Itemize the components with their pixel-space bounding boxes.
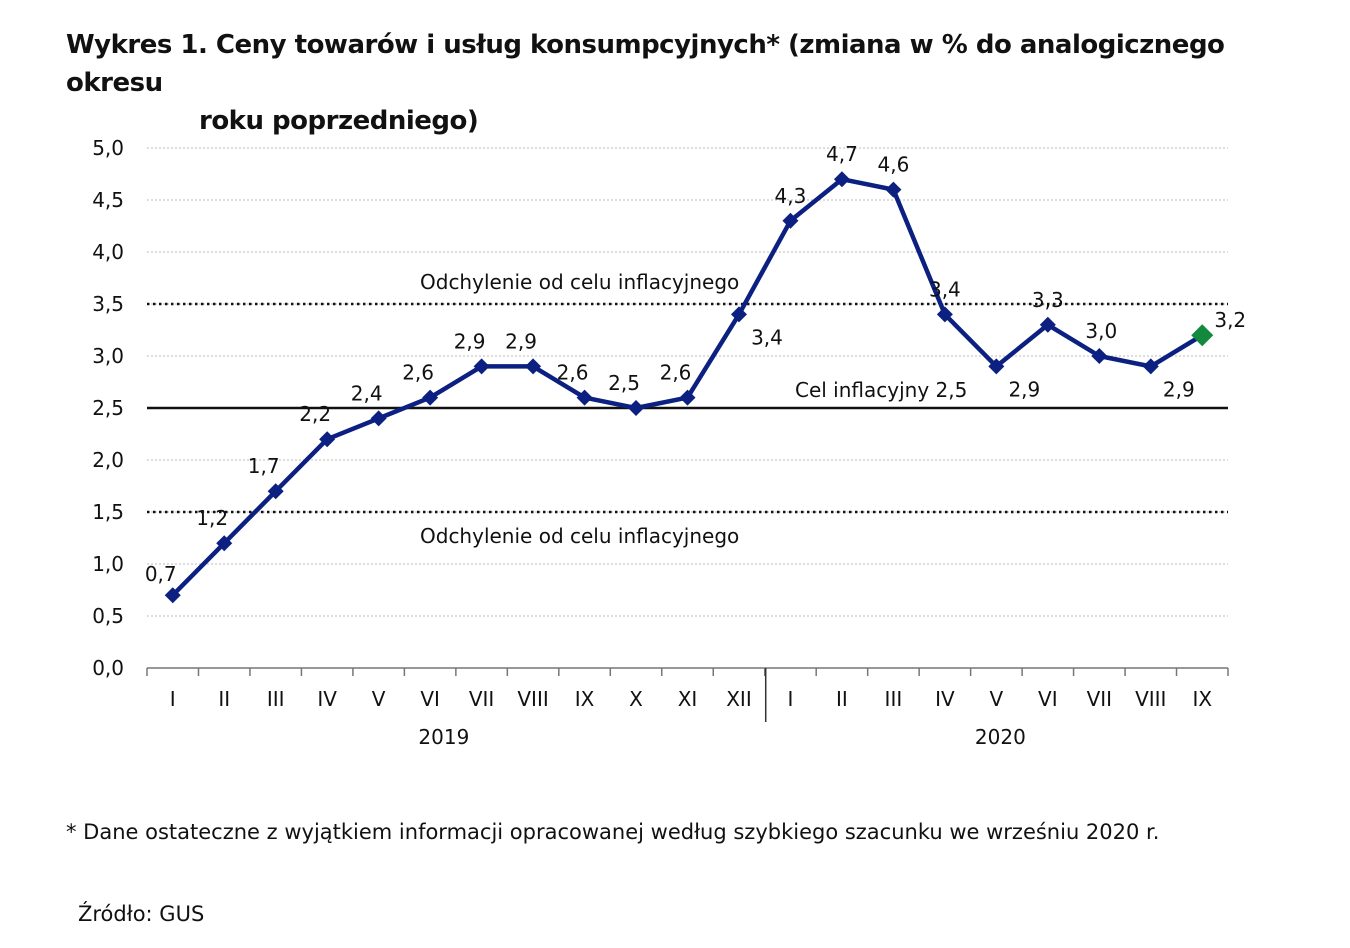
y-tick-label: 5,0: [92, 136, 124, 160]
data-point: [628, 400, 645, 416]
data-point: [936, 306, 953, 323]
y-tick-label: 1,5: [92, 500, 124, 524]
data-point: [1091, 348, 1108, 364]
reference-line-label: Odchylenie od celu inflacyjnego: [420, 524, 739, 548]
x-tick-label: VII: [469, 687, 494, 711]
data-point: [319, 431, 336, 448]
data-label: 2,5: [608, 371, 640, 395]
y-tick-label: 1,0: [92, 552, 124, 576]
footnote: * Dane ostateczne z wyjątkiem informacji…: [66, 820, 1160, 844]
title-line-2: roku poprzedniego): [199, 106, 479, 136]
y-tick-label: 2,0: [92, 448, 124, 472]
x-tick-label: VII: [1087, 687, 1112, 711]
data-point: [782, 212, 799, 229]
x-tick-label: I: [787, 687, 793, 711]
data-label: 3,3: [1032, 288, 1064, 312]
data-label: 1,7: [248, 454, 280, 478]
reference-line-label: Odchylenie od celu inflacyjnego: [420, 270, 739, 294]
x-tick-label: V: [990, 687, 1004, 711]
data-label: 2,9: [454, 329, 486, 353]
source: Źródło: GUS: [78, 902, 205, 926]
data-label: 2,9: [1163, 377, 1195, 401]
data-label: 4,3: [775, 184, 807, 208]
data-point: [1039, 316, 1056, 333]
data-point: [164, 587, 181, 604]
x-tick-label: II: [218, 687, 230, 711]
x-tick-label: VIII: [1135, 687, 1166, 711]
x-tick-label: IV: [317, 687, 337, 711]
x-tick-label: IX: [575, 687, 595, 711]
x-tick-label: III: [885, 687, 903, 711]
data-label: 2,9: [1008, 377, 1040, 401]
y-tick-label: 0,5: [92, 604, 124, 628]
data-point: [576, 389, 593, 406]
chart-title: Wykres 1. Ceny towarów i usług konsumpcy…: [66, 26, 1306, 140]
y-tick-label: 0,0: [92, 656, 124, 680]
data-label: 3,4: [751, 325, 783, 349]
data-point: [267, 483, 284, 500]
x-tick-label: IV: [935, 687, 955, 711]
data-label: 2,2: [299, 402, 331, 426]
year-label: 2019: [418, 725, 469, 749]
data-point: [833, 171, 850, 188]
data-label: 2,4: [351, 381, 383, 405]
x-tick-label: III: [267, 687, 285, 711]
data-label: 3,4: [929, 277, 961, 301]
y-tick-label: 4,5: [92, 188, 124, 212]
x-tick-label: X: [629, 687, 643, 711]
x-tick-label: VI: [1038, 687, 1058, 711]
x-tick-label: VIII: [517, 687, 548, 711]
year-label: 2020: [975, 725, 1026, 749]
data-label: 3,2: [1214, 308, 1246, 332]
data-point: [885, 181, 902, 198]
y-tick-label: 3,0: [92, 344, 124, 368]
data-point: [988, 358, 1005, 375]
title-line-1: Wykres 1. Ceny towarów i usług konsumpcy…: [66, 30, 1225, 98]
x-tick-label: I: [170, 687, 176, 711]
data-label: 0,7: [145, 562, 177, 586]
data-point: [730, 306, 747, 323]
reference-line-label: Cel inflacyjny 2,5: [795, 378, 967, 402]
y-tick-label: 3,5: [92, 292, 124, 316]
data-label: 3,0: [1085, 319, 1117, 343]
data-label: 2,6: [402, 361, 434, 385]
data-point: [1142, 358, 1159, 375]
data-point: [525, 358, 542, 375]
data-point: [473, 358, 490, 375]
y-tick-label: 4,0: [92, 240, 124, 264]
data-label: 1,2: [196, 506, 228, 530]
x-tick-label: IX: [1192, 687, 1212, 711]
data-point: [370, 410, 387, 427]
data-point: [1191, 324, 1214, 347]
x-tick-label: XI: [678, 687, 698, 711]
data-label: 2,6: [557, 361, 589, 385]
data-point: [679, 389, 696, 406]
data-label: 2,6: [660, 361, 692, 385]
x-tick-label: XII: [726, 687, 752, 711]
x-tick-label: VI: [420, 687, 440, 711]
x-tick-label: II: [836, 687, 848, 711]
data-label: 4,7: [826, 142, 858, 166]
x-tick-label: V: [372, 687, 386, 711]
data-label: 4,6: [877, 153, 909, 177]
data-label: 2,9: [505, 329, 537, 353]
data-point: [216, 535, 233, 552]
data-point: [422, 389, 439, 406]
y-tick-label: 2,5: [92, 396, 124, 420]
